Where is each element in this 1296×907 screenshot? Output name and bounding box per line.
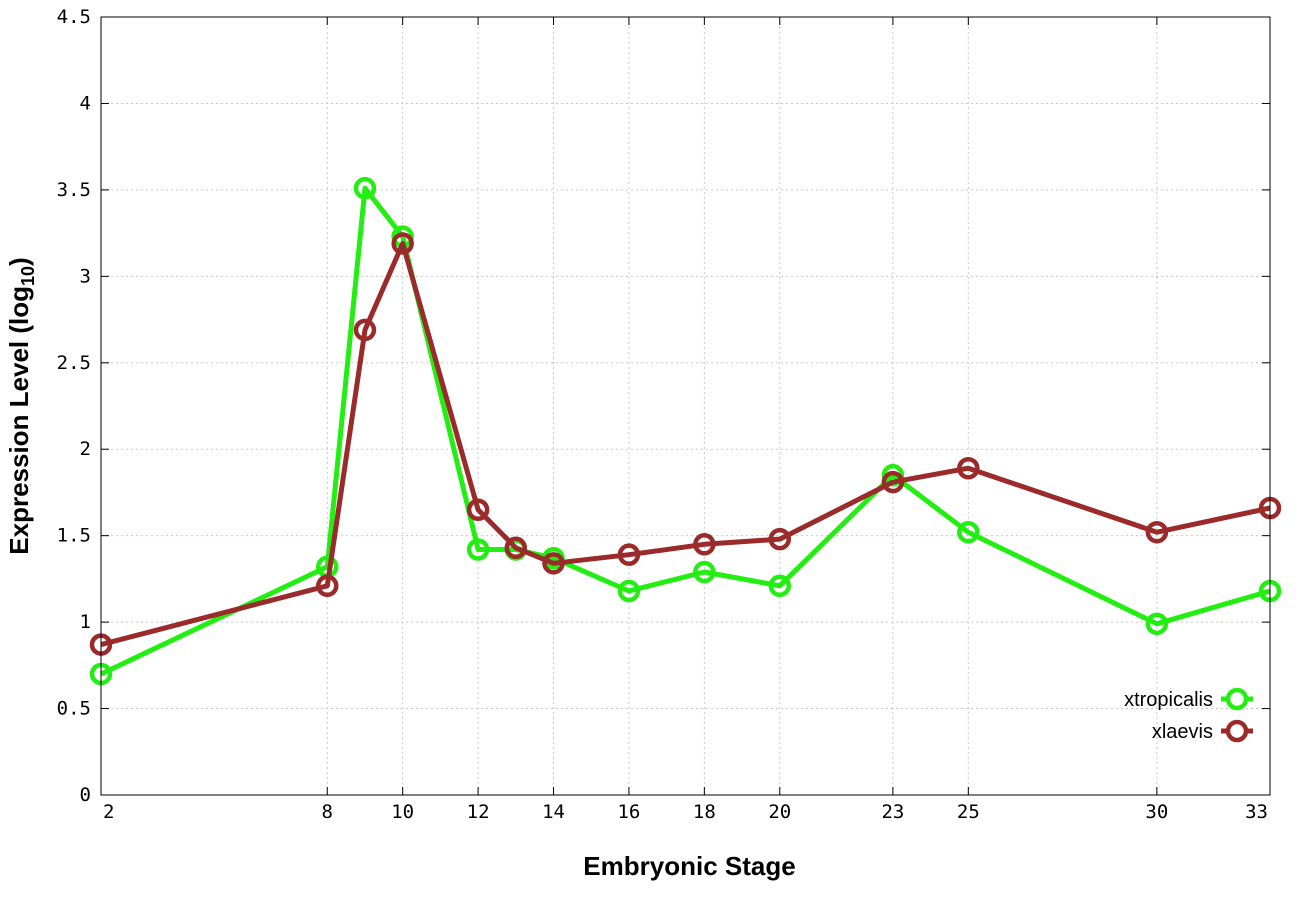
data-point-xtropicalis bbox=[353, 176, 377, 200]
x-tick-label: 2 bbox=[103, 801, 114, 823]
data-point-xlaevis bbox=[316, 574, 339, 598]
y-axis-title-close: ) bbox=[4, 257, 34, 266]
legend-swatch-marker bbox=[1225, 687, 1249, 711]
y-axis-title: Expression Level (log10) bbox=[4, 257, 38, 554]
data-point-xlaevis bbox=[504, 536, 528, 560]
legend-label-xlaevis: xlaevis bbox=[1152, 721, 1213, 743]
tick-labels: 0 0.5 1 1.5 2 2.5 3 3.5 4 4.5 2 8 10 12 14 16 18 20 23 25 30… bbox=[57, 6, 1268, 823]
y-tick-label: 2 bbox=[80, 438, 91, 460]
grid-lines bbox=[101, 17, 1270, 795]
x-tick-label: 23 bbox=[881, 801, 904, 823]
y-axis-title-subscript: 10 bbox=[18, 266, 38, 286]
data-point-xtropicalis bbox=[957, 520, 980, 544]
y-tick-label: 3.5 bbox=[57, 179, 91, 201]
data-point-xlaevis bbox=[768, 527, 792, 551]
y-tick-label: 3 bbox=[80, 265, 91, 287]
data-point-xtropicalis bbox=[768, 574, 792, 598]
data-point-xlaevis bbox=[391, 232, 414, 255]
plot-frame bbox=[100, 16, 1271, 796]
x-tick-label: 25 bbox=[957, 801, 980, 823]
data-point-xlaevis bbox=[466, 498, 490, 521]
legend-swatch-marker bbox=[1225, 719, 1249, 743]
series-xlaevis bbox=[89, 232, 1282, 656]
x-tick-label: 16 bbox=[617, 801, 640, 823]
y-tick-label: 4 bbox=[80, 92, 91, 114]
legend: xtropicalis xlaevis bbox=[1124, 687, 1253, 743]
data-series bbox=[89, 176, 1282, 686]
x-tick-label: 10 bbox=[391, 801, 414, 823]
x-tick-label: 8 bbox=[322, 801, 333, 823]
legend-swatches bbox=[1221, 687, 1253, 743]
data-point-xlaevis bbox=[542, 552, 565, 575]
data-point-xlaevis bbox=[693, 533, 716, 556]
data-point-xlaevis bbox=[617, 543, 641, 566]
x-tick-label: 30 bbox=[1145, 801, 1168, 823]
y-tick-label: 1.5 bbox=[57, 525, 91, 547]
axis-ticks bbox=[100, 16, 1271, 796]
series-line-xlaevis bbox=[100, 241, 1271, 648]
x-axis-title: Embryonic Stage bbox=[583, 851, 795, 881]
x-tick-label: 20 bbox=[768, 801, 791, 823]
data-point-xtropicalis bbox=[693, 560, 716, 584]
data-point-xtropicalis bbox=[466, 538, 490, 561]
data-point-xlaevis bbox=[353, 318, 377, 342]
x-tick-label: 33 bbox=[1245, 801, 1268, 823]
x-tick-label: 12 bbox=[467, 801, 490, 823]
data-point-xtropicalis bbox=[1145, 612, 1169, 636]
series-xtropicalis bbox=[89, 176, 1282, 686]
y-tick-label: 4.5 bbox=[57, 6, 91, 28]
y-tick-label: 2.5 bbox=[57, 352, 91, 374]
data-point-xtropicalis bbox=[617, 579, 641, 603]
y-tick-label: 1 bbox=[80, 611, 91, 633]
legend-label-xtropicalis: xtropicalis bbox=[1124, 689, 1213, 711]
x-tick-label: 14 bbox=[542, 801, 565, 823]
data-point-xlaevis bbox=[881, 470, 905, 494]
y-tick-label: 0 bbox=[80, 784, 91, 806]
x-tick-label: 18 bbox=[693, 801, 716, 823]
y-tick-label: 0.5 bbox=[57, 698, 91, 720]
y-axis-title-main: Expression Level (log bbox=[4, 286, 34, 555]
data-point-xlaevis bbox=[1145, 520, 1169, 544]
data-point-xlaevis bbox=[957, 456, 980, 480]
